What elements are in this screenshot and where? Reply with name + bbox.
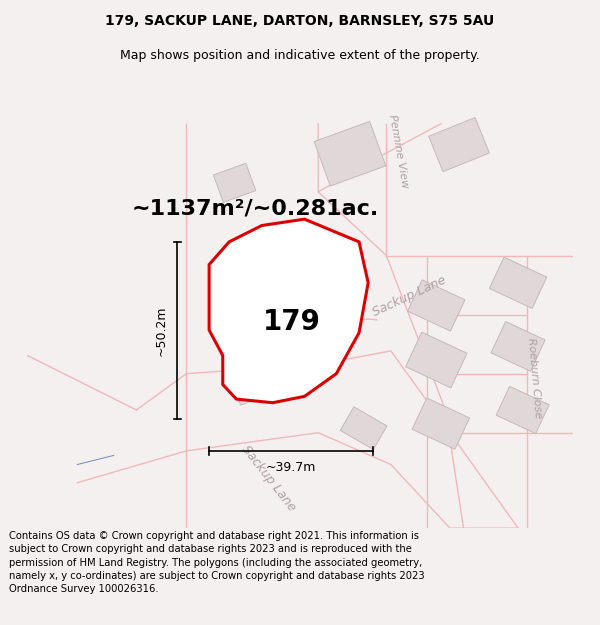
Polygon shape: [340, 407, 387, 449]
Text: ~50.2m: ~50.2m: [154, 305, 167, 356]
Polygon shape: [490, 257, 547, 308]
Polygon shape: [407, 280, 465, 331]
Polygon shape: [209, 219, 368, 402]
Text: ~39.7m: ~39.7m: [266, 461, 316, 474]
Text: Contains OS data © Crown copyright and database right 2021. This information is
: Contains OS data © Crown copyright and d…: [9, 531, 425, 594]
Text: 179: 179: [263, 308, 321, 336]
Text: 179, SACKUP LANE, DARTON, BARNSLEY, S75 5AU: 179, SACKUP LANE, DARTON, BARNSLEY, S75 …: [106, 14, 494, 28]
Polygon shape: [314, 121, 386, 186]
Polygon shape: [429, 118, 490, 172]
Polygon shape: [229, 311, 295, 372]
Polygon shape: [496, 386, 549, 434]
Polygon shape: [491, 321, 545, 371]
Text: Roeburn Close: Roeburn Close: [526, 338, 543, 419]
Text: Sackup Lane: Sackup Lane: [370, 274, 448, 319]
Text: ~1137m²/~0.281ac.: ~1137m²/~0.281ac.: [132, 198, 379, 218]
Polygon shape: [231, 369, 269, 405]
Text: Pennine View: Pennine View: [387, 113, 410, 189]
Polygon shape: [406, 332, 467, 388]
Polygon shape: [214, 163, 256, 202]
Text: Map shows position and indicative extent of the property.: Map shows position and indicative extent…: [120, 49, 480, 62]
Polygon shape: [412, 398, 470, 449]
Text: Sackup Lane: Sackup Lane: [239, 442, 298, 514]
